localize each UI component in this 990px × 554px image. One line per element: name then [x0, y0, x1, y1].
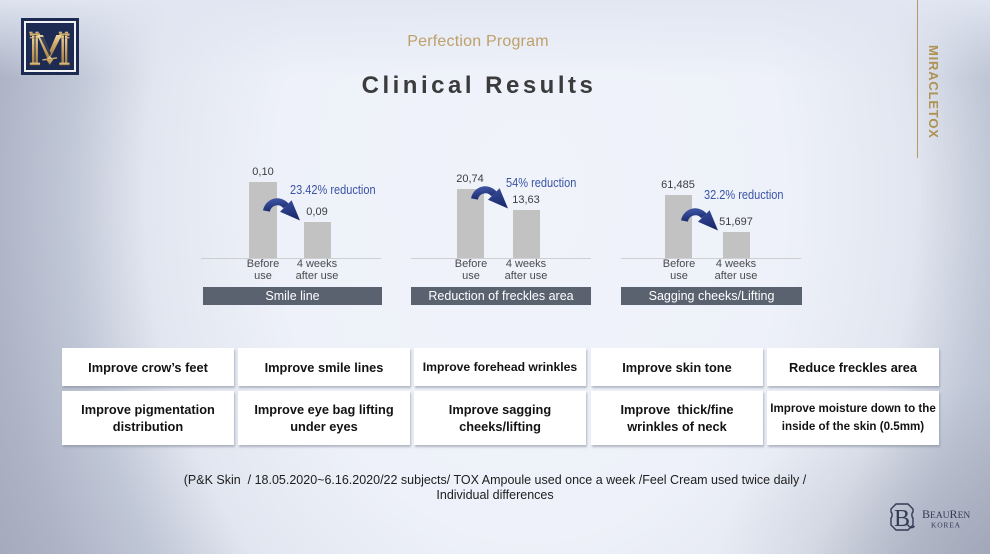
svg-text:B: B — [894, 506, 910, 532]
svg-text:KOREA: KOREA — [931, 521, 961, 530]
svg-text:BEAUREN: BEAUREN — [922, 507, 970, 521]
